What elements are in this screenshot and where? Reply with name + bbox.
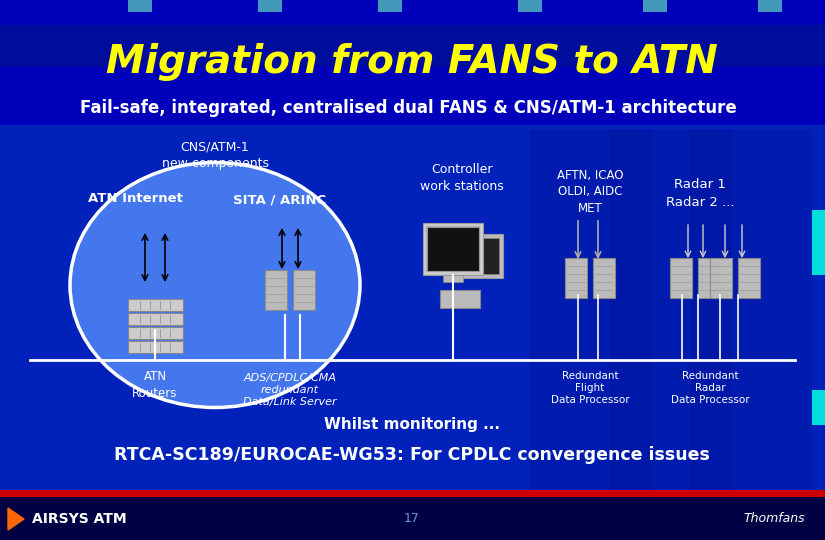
Bar bbox=[128, 327, 182, 339]
Bar bbox=[698, 258, 720, 298]
Text: Radar 1
Radar 2 ...: Radar 1 Radar 2 ... bbox=[666, 179, 734, 210]
Ellipse shape bbox=[70, 163, 360, 408]
Polygon shape bbox=[610, 130, 730, 490]
Text: Whilst monitoring ...: Whilst monitoring ... bbox=[324, 417, 500, 433]
Text: ATN
Routers: ATN Routers bbox=[132, 370, 177, 400]
Bar bbox=[378, 0, 402, 12]
Text: Fail-safe, integrated, centralised dual FANS & CNS/ATM-1 architecture: Fail-safe, integrated, centralised dual … bbox=[80, 99, 737, 117]
Bar bbox=[440, 290, 480, 308]
Bar bbox=[710, 258, 732, 298]
Bar bbox=[443, 275, 463, 282]
Text: AIRSYS ATM: AIRSYS ATM bbox=[32, 512, 126, 526]
Text: Controller
work stations: Controller work stations bbox=[420, 163, 504, 193]
Text: 17: 17 bbox=[404, 512, 420, 525]
Text: Migration from FANS to ATN: Migration from FANS to ATN bbox=[106, 43, 718, 81]
Bar bbox=[565, 258, 587, 298]
Text: AFTN, ICAO
OLDI, AIDC
MET: AFTN, ICAO OLDI, AIDC MET bbox=[557, 168, 623, 215]
Bar bbox=[128, 299, 182, 311]
Bar bbox=[128, 313, 182, 325]
Bar bbox=[0, 497, 825, 540]
Text: Redundant
Flight
Data Processor: Redundant Flight Data Processor bbox=[551, 370, 629, 406]
Bar bbox=[0, 0, 825, 125]
Bar bbox=[258, 0, 282, 12]
Bar bbox=[457, 238, 499, 274]
Bar bbox=[738, 258, 760, 298]
Bar bbox=[518, 0, 542, 12]
Bar bbox=[128, 341, 182, 353]
Bar bbox=[265, 270, 287, 310]
Text: CNS/ATM-1
new components: CNS/ATM-1 new components bbox=[162, 140, 268, 170]
Text: RTCA-SC189/EUROCAE-WG53: For CPDLC convergence issues: RTCA-SC189/EUROCAE-WG53: For CPDLC conve… bbox=[114, 446, 710, 464]
Text: ATN Internet: ATN Internet bbox=[88, 192, 183, 205]
Bar bbox=[812, 210, 825, 275]
Polygon shape bbox=[530, 130, 650, 490]
Bar bbox=[0, 490, 825, 497]
Text: Redundant
Radar
Data Processor: Redundant Radar Data Processor bbox=[671, 370, 749, 406]
Bar bbox=[593, 258, 615, 298]
Bar bbox=[812, 390, 825, 425]
Bar bbox=[453, 234, 503, 278]
Polygon shape bbox=[690, 130, 810, 490]
Bar bbox=[427, 227, 479, 271]
Text: Thomfans: Thomfans bbox=[743, 512, 805, 525]
Bar bbox=[427, 227, 479, 271]
Text: ADS/CPDLC/CMA
redundant
Data/Link Server: ADS/CPDLC/CMA redundant Data/Link Server bbox=[243, 373, 337, 407]
Text: SITA / ARINC: SITA / ARINC bbox=[233, 193, 327, 206]
Polygon shape bbox=[0, 25, 825, 65]
Bar bbox=[670, 258, 692, 298]
Bar bbox=[0, 125, 825, 495]
Bar bbox=[423, 223, 483, 275]
Bar bbox=[128, 0, 152, 12]
Bar bbox=[293, 270, 315, 310]
Polygon shape bbox=[8, 508, 24, 530]
Bar bbox=[758, 0, 782, 12]
Bar bbox=[643, 0, 667, 12]
